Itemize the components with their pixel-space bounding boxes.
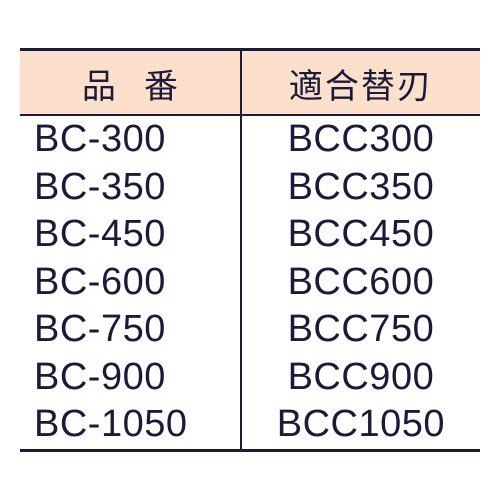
cell-part-number: BC-350: [20, 164, 241, 212]
table-body: BC-300 BCC300 BC-350 BCC350 BC-450 BCC45…: [20, 115, 480, 450]
cell-compatible-blade: BCC450: [241, 211, 480, 259]
compatibility-table-container: 品番 適合替刃 BC-300 BCC300 BC-350 BCC350 BC-4…: [20, 48, 480, 452]
column-header-part-number: 品番: [20, 50, 241, 116]
table-row: BC-750 BCC750: [20, 306, 480, 354]
cell-compatible-blade: BCC750: [241, 306, 480, 354]
cell-part-number: BC-450: [20, 211, 241, 259]
table-row: BC-350 BCC350: [20, 164, 480, 212]
table-row: BC-600 BCC600: [20, 259, 480, 307]
cell-compatible-blade: BCC350: [241, 164, 480, 212]
table-row: BC-900 BCC900: [20, 354, 480, 402]
table-row: BC-1050 BCC1050: [20, 401, 480, 450]
compatibility-table: 品番 適合替刃 BC-300 BCC300 BC-350 BCC350 BC-4…: [20, 48, 480, 452]
table-header-row: 品番 適合替刃: [20, 50, 480, 116]
cell-part-number: BC-900: [20, 354, 241, 402]
cell-compatible-blade: BCC1050: [241, 401, 480, 450]
cell-compatible-blade: BCC900: [241, 354, 480, 402]
cell-compatible-blade: BCC300: [241, 115, 480, 164]
cell-compatible-blade: BCC600: [241, 259, 480, 307]
cell-part-number: BC-600: [20, 259, 241, 307]
table-row: BC-300 BCC300: [20, 115, 480, 164]
column-header-compatible-blade: 適合替刃: [241, 50, 480, 116]
cell-part-number: BC-750: [20, 306, 241, 354]
cell-part-number: BC-1050: [20, 401, 241, 450]
table-row: BC-450 BCC450: [20, 211, 480, 259]
cell-part-number: BC-300: [20, 115, 241, 164]
